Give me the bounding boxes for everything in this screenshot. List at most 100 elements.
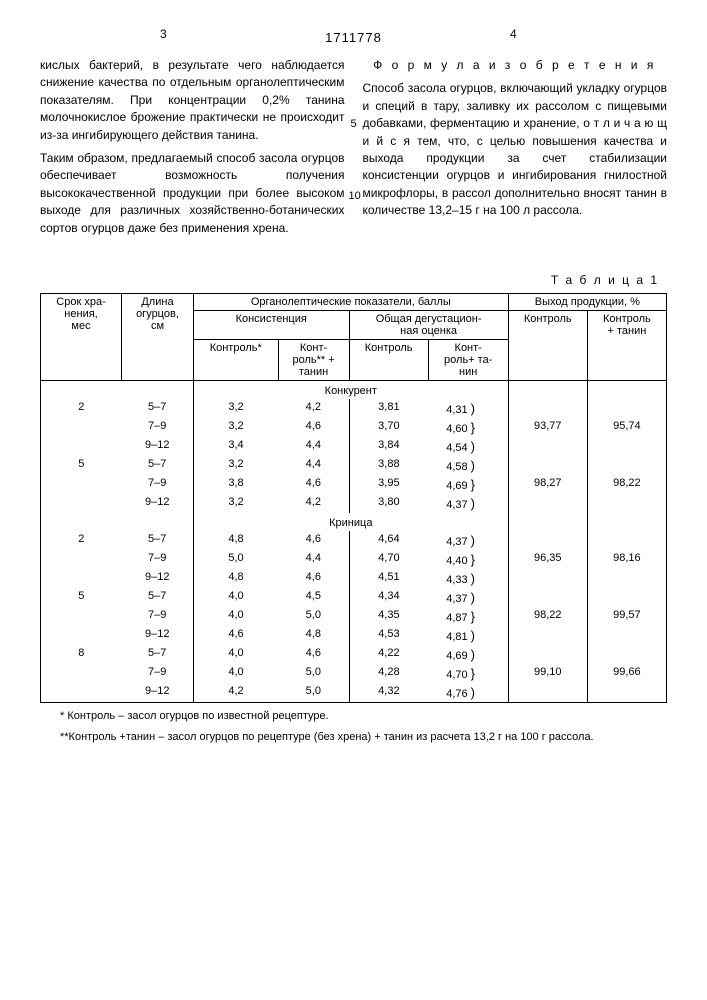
- cell-len: 9–12: [122, 626, 194, 645]
- cell-vt: [587, 456, 666, 475]
- cell-kt: 4,4: [278, 456, 349, 475]
- table-cell: [122, 380, 194, 399]
- cell-kt: 4,6: [278, 531, 349, 550]
- page-marker-3: 3: [160, 27, 167, 41]
- cell-vt: 99,57: [587, 607, 666, 626]
- left-column: кислых бактерий, в результате чего наблю…: [40, 57, 345, 243]
- cell-len: 7–9: [122, 550, 194, 569]
- right-column: 5 10 Ф о р м у л а и з о б р е т е н и я…: [363, 57, 668, 243]
- cell-kt: 4,6: [278, 569, 349, 588]
- cell-dk: 4,28: [349, 664, 428, 683]
- cell-len: 9–12: [122, 683, 194, 703]
- th-kk: Контроль*: [193, 339, 278, 380]
- cell-kt: 4,6: [278, 475, 349, 494]
- cell-kt: 4,8: [278, 626, 349, 645]
- cell-len: 5–7: [122, 531, 194, 550]
- cell-dt: 4,69 ): [428, 645, 508, 664]
- cell-dt: 4,81 ): [428, 626, 508, 645]
- cell-vk: [508, 456, 587, 475]
- cell-kt: 5,0: [278, 683, 349, 703]
- cell-kk: 4,0: [193, 664, 278, 683]
- cell-month: [41, 550, 122, 569]
- cell-vt: [587, 569, 666, 588]
- cell-vt: 99,66: [587, 664, 666, 683]
- cell-kk: 3,2: [193, 399, 278, 418]
- cell-kk: 4,0: [193, 588, 278, 607]
- cell-month: [41, 437, 122, 456]
- cell-kk: 3,2: [193, 456, 278, 475]
- cell-vt: [587, 437, 666, 456]
- footnote-1: * Контроль – засол огурцов по известной …: [60, 709, 667, 724]
- th-dt: Конт- роль+ та- нин: [428, 339, 508, 380]
- table-cell: [41, 513, 122, 531]
- cell-dt: 4,69 }: [428, 475, 508, 494]
- cell-dk: 4,64: [349, 531, 428, 550]
- section-name: Конкурент: [193, 380, 508, 399]
- cell-vk: 93,77: [508, 418, 587, 437]
- cell-dk: 4,35: [349, 607, 428, 626]
- footnote-2: **Контроль +танин – засол огурцов по рец…: [60, 730, 667, 745]
- cell-vt: [587, 531, 666, 550]
- cell-kk: 4,8: [193, 569, 278, 588]
- cell-month: 8: [41, 645, 122, 664]
- cell-len: 9–12: [122, 494, 194, 513]
- cell-len: 7–9: [122, 475, 194, 494]
- cell-dk: 4,51: [349, 569, 428, 588]
- th-vyhod: Выход продукции, %: [508, 293, 666, 310]
- cell-len: 5–7: [122, 645, 194, 664]
- cell-len: 9–12: [122, 437, 194, 456]
- cell-month: [41, 607, 122, 626]
- cell-vk: [508, 626, 587, 645]
- cell-month: [41, 626, 122, 645]
- cell-dk: 4,22: [349, 645, 428, 664]
- cell-kt: 5,0: [278, 664, 349, 683]
- cell-kt: 4,6: [278, 645, 349, 664]
- cell-dk: 3,70: [349, 418, 428, 437]
- cell-kk: 3,2: [193, 494, 278, 513]
- cell-dk: 4,34: [349, 588, 428, 607]
- cell-month: [41, 475, 122, 494]
- cell-dt: 4,40 }: [428, 550, 508, 569]
- page-marker-4: 4: [510, 27, 517, 41]
- cell-len: 5–7: [122, 588, 194, 607]
- cell-kt: 4,2: [278, 494, 349, 513]
- cell-vt: 98,16: [587, 550, 666, 569]
- table-cell: [41, 380, 122, 399]
- text-columns: кислых бактерий, в результате чего наблю…: [40, 57, 667, 243]
- cell-kk: 4,0: [193, 645, 278, 664]
- cell-vk: [508, 683, 587, 703]
- table-cell: [587, 513, 666, 531]
- table-cell: [508, 513, 587, 531]
- right-para-1: Способ засола огурцов, включающий укладк…: [363, 80, 668, 219]
- cell-kk: 4,6: [193, 626, 278, 645]
- cell-kk: 3,4: [193, 437, 278, 456]
- cell-kk: 5,0: [193, 550, 278, 569]
- cell-len: 7–9: [122, 607, 194, 626]
- th-kt: Конт- роль** + танин: [278, 339, 349, 380]
- cell-vk: [508, 531, 587, 550]
- cell-dk: 4,32: [349, 683, 428, 703]
- cell-dt: 4,87 }: [428, 607, 508, 626]
- cell-month: [41, 418, 122, 437]
- cell-vk: [508, 399, 587, 418]
- cell-vk: 98,27: [508, 475, 587, 494]
- cell-len: 7–9: [122, 418, 194, 437]
- cell-vk: [508, 437, 587, 456]
- line-marker-5: 5: [351, 117, 357, 133]
- cell-dt: 4,37 ): [428, 531, 508, 550]
- th-org: Органолептические показатели, баллы: [193, 293, 508, 310]
- th-dk: Контроль: [349, 339, 428, 380]
- cell-dt: 4,58 ): [428, 456, 508, 475]
- cell-vk: [508, 494, 587, 513]
- cell-month: 2: [41, 399, 122, 418]
- table-title: Т а б л и ц а 1: [40, 273, 659, 287]
- cell-month: 2: [41, 531, 122, 550]
- left-para-1: кислых бактерий, в результате чего наблю…: [40, 57, 345, 144]
- cell-dk: 3,80: [349, 494, 428, 513]
- th-srok: Срок хра- нения, мес: [41, 293, 122, 380]
- table-body: Конкурент25–73,24,23,814,31 )7–93,24,63,…: [41, 380, 667, 702]
- cell-month: [41, 494, 122, 513]
- cell-vk: 96,35: [508, 550, 587, 569]
- cell-vk: [508, 645, 587, 664]
- cell-dk: 4,70: [349, 550, 428, 569]
